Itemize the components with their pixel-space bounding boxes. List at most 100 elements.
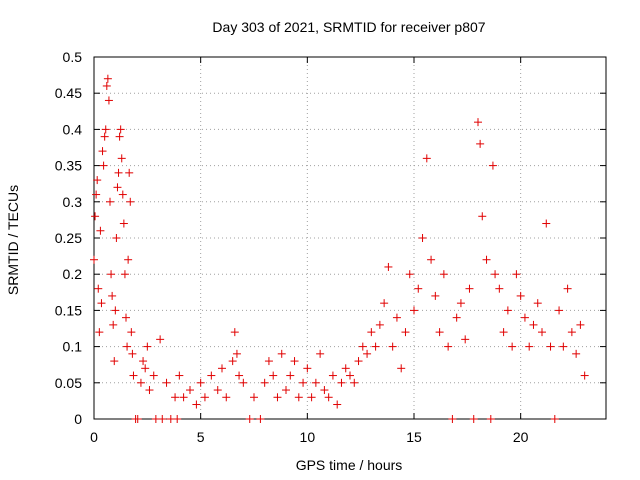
data-point bbox=[213, 386, 222, 395]
data-point bbox=[465, 284, 474, 293]
data-point bbox=[346, 371, 354, 380]
data-point bbox=[380, 299, 389, 308]
data-point bbox=[277, 349, 286, 358]
data-point bbox=[482, 255, 491, 264]
data-point bbox=[363, 349, 372, 358]
data-point bbox=[273, 393, 282, 402]
data-point bbox=[508, 342, 517, 351]
data-point bbox=[478, 212, 487, 221]
data-point bbox=[435, 328, 444, 337]
data-point bbox=[192, 400, 201, 409]
data-point bbox=[414, 284, 423, 293]
data-point bbox=[96, 226, 105, 235]
data-point bbox=[452, 313, 461, 322]
data-point bbox=[232, 349, 241, 358]
data-point bbox=[388, 342, 397, 351]
data-point bbox=[422, 154, 431, 163]
data-point bbox=[110, 357, 119, 366]
data-point bbox=[125, 168, 134, 177]
x-tick-label: 5 bbox=[197, 429, 205, 445]
data-point bbox=[126, 197, 135, 206]
data-point bbox=[133, 415, 142, 423]
data-point bbox=[158, 415, 167, 423]
data-point bbox=[239, 378, 248, 387]
y-tick-label: 0.45 bbox=[55, 85, 82, 101]
y-tick-label: 0.35 bbox=[55, 158, 82, 174]
data-point bbox=[410, 306, 418, 315]
data-point bbox=[486, 415, 495, 423]
data-point bbox=[260, 378, 269, 387]
data-point bbox=[354, 357, 363, 366]
y-tick-label: 0.25 bbox=[55, 230, 82, 246]
data-point bbox=[264, 357, 273, 366]
data-point bbox=[113, 183, 122, 192]
data-point bbox=[124, 255, 133, 264]
data-point bbox=[286, 371, 295, 380]
data-point bbox=[99, 161, 108, 170]
data-point bbox=[525, 342, 534, 351]
data-point bbox=[324, 393, 333, 402]
data-point bbox=[371, 342, 380, 351]
x-tick-label: 10 bbox=[300, 429, 316, 445]
y-axis-label: SRMTID / TECUs bbox=[5, 185, 21, 295]
data-point bbox=[444, 342, 453, 351]
data-point bbox=[120, 270, 129, 279]
data-point bbox=[328, 371, 337, 380]
data-point bbox=[179, 393, 188, 402]
plot-points bbox=[90, 74, 589, 423]
plot-grid bbox=[94, 57, 606, 419]
y-tick-label: 0.5 bbox=[63, 49, 83, 65]
data-point bbox=[111, 306, 120, 315]
data-point bbox=[97, 299, 106, 308]
y-tick-label: 0.15 bbox=[55, 302, 82, 318]
data-point bbox=[186, 386, 194, 395]
data-point bbox=[520, 313, 529, 322]
data-point bbox=[171, 393, 180, 402]
data-point bbox=[207, 371, 216, 380]
data-point bbox=[100, 132, 109, 141]
data-point bbox=[469, 415, 478, 423]
data-point bbox=[476, 139, 485, 148]
data-point bbox=[106, 197, 114, 206]
data-point bbox=[580, 371, 589, 380]
data-point bbox=[555, 306, 564, 315]
x-tick-label: 15 bbox=[406, 429, 422, 445]
data-point bbox=[92, 190, 101, 199]
data-point bbox=[222, 393, 231, 402]
data-point bbox=[439, 270, 448, 279]
data-point bbox=[103, 74, 112, 83]
data-point bbox=[282, 386, 290, 395]
data-point bbox=[333, 400, 342, 409]
data-point bbox=[405, 270, 414, 279]
data-point bbox=[230, 328, 239, 337]
data-point bbox=[250, 393, 258, 402]
data-point bbox=[550, 415, 559, 423]
data-point bbox=[401, 328, 410, 337]
data-point bbox=[567, 328, 576, 337]
data-point bbox=[538, 328, 546, 337]
data-point bbox=[269, 371, 278, 380]
data-point bbox=[384, 262, 393, 271]
data-point bbox=[563, 284, 572, 293]
data-point bbox=[93, 176, 102, 185]
data-point bbox=[94, 284, 103, 293]
data-point bbox=[173, 415, 182, 423]
chart-title: Day 303 of 2021, SRMTID for receiver p80… bbox=[212, 19, 485, 35]
y-tick-label: 0.3 bbox=[63, 194, 83, 210]
data-point bbox=[303, 364, 312, 373]
data-point bbox=[119, 219, 128, 228]
data-point bbox=[418, 234, 427, 242]
data-point bbox=[367, 328, 376, 337]
data-point bbox=[123, 342, 132, 351]
data-point bbox=[127, 328, 136, 337]
data-point bbox=[143, 342, 152, 351]
data-point bbox=[503, 306, 512, 315]
data-point bbox=[431, 291, 440, 300]
data-point bbox=[499, 328, 508, 337]
data-point bbox=[290, 357, 299, 366]
data-point bbox=[488, 161, 497, 170]
data-point bbox=[337, 378, 346, 387]
data-point bbox=[512, 270, 521, 279]
data-point bbox=[256, 415, 265, 423]
data-point bbox=[559, 342, 568, 351]
